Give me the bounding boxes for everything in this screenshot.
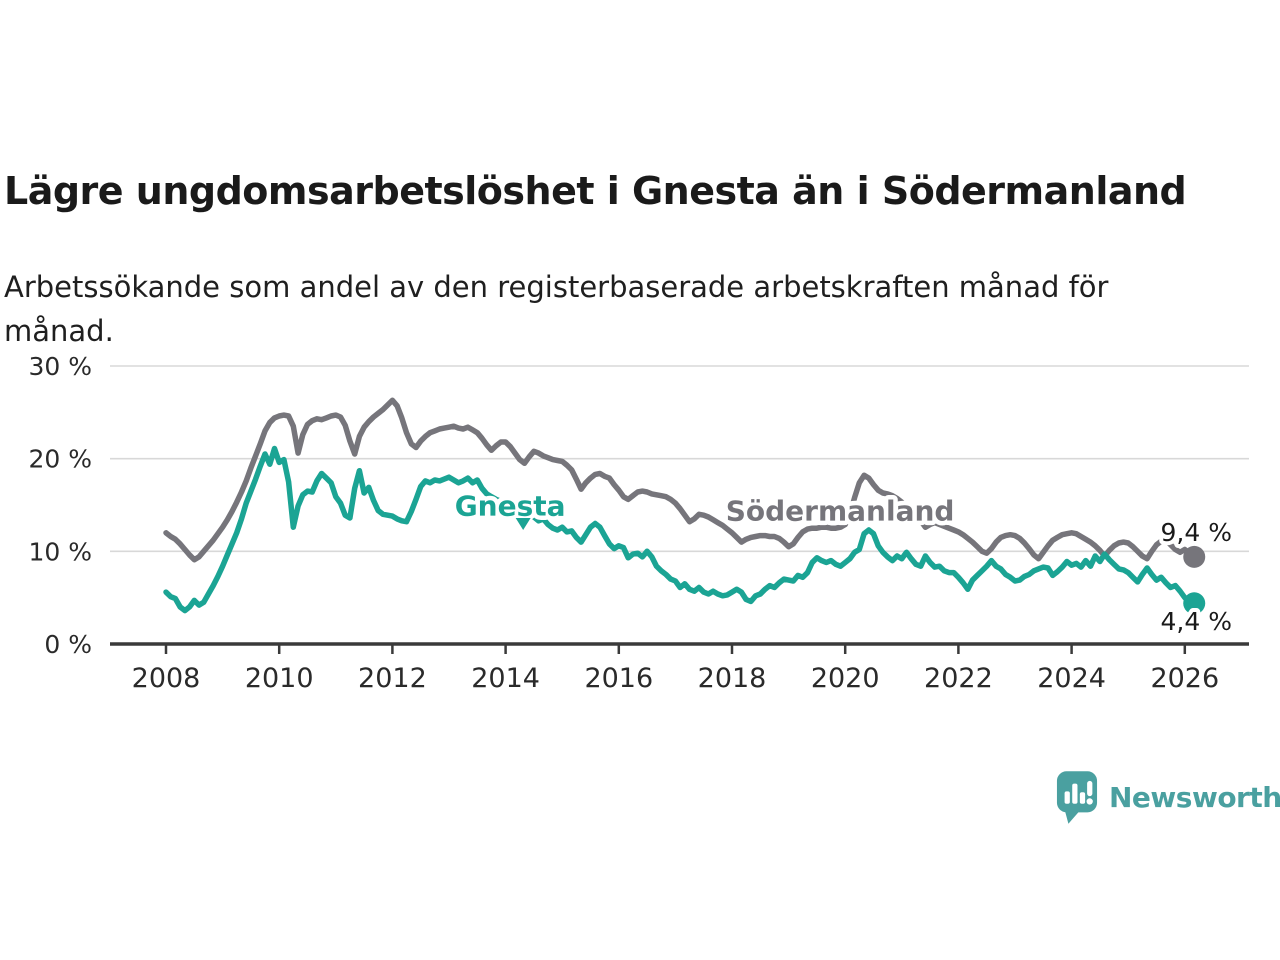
series-label-södermanland: Södermanland	[726, 495, 955, 528]
x-tick-label: 2012	[358, 663, 427, 694]
x-tick-label: 2018	[698, 663, 767, 694]
x-tick-label: 2016	[584, 663, 653, 694]
gnesta-end-dot	[1183, 592, 1206, 615]
y-tick-label: 0 %	[44, 630, 92, 659]
södermanland-end-dot	[1183, 545, 1206, 568]
speech-bubble-bar-chart-icon	[1056, 771, 1098, 824]
label-pointer-icon	[515, 518, 531, 531]
gnesta-line	[163, 445, 1197, 614]
x-tick-label: 2022	[924, 663, 993, 694]
end-value-label-gnesta: 4,4 %	[1160, 607, 1231, 636]
x-tick-label: 2024	[1037, 663, 1106, 694]
brand-logo: Newsworthy	[1056, 770, 1280, 826]
page-title: Lägre ungdomsarbetslöshet i Gnesta än i …	[4, 169, 1187, 214]
x-tick-label: 2010	[245, 663, 314, 694]
series-label-gnesta: Gnesta	[455, 489, 566, 522]
y-tick-label: 30 %	[28, 352, 92, 381]
y-tick-label: 20 %	[28, 445, 92, 474]
södermanland-line	[163, 397, 1197, 563]
x-tick-label: 2020	[811, 663, 880, 694]
end-value-label-södermanland: 9,4 %	[1160, 518, 1231, 547]
x-tick-label: 2014	[471, 663, 540, 694]
brand-name: Newsworthy	[1109, 781, 1280, 814]
x-tick-label: 2008	[132, 663, 201, 694]
x-tick-label: 2026	[1150, 663, 1219, 694]
y-tick-label: 10 %	[28, 537, 92, 566]
page-subtitle: Arbetssökande som andel av den registerb…	[4, 270, 1109, 348]
